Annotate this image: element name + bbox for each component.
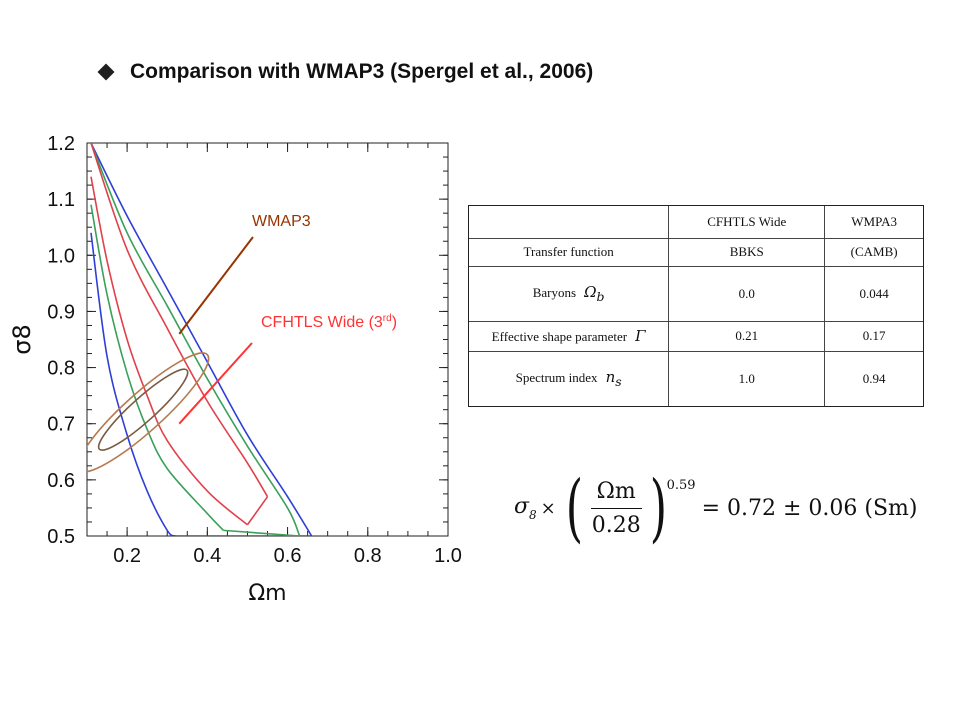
ns-symbol: ns	[605, 368, 622, 390]
cfhtls-contour-lower	[90, 232, 176, 536]
x-axis-label: Ωm	[248, 581, 286, 606]
y-tick-label: 0.9	[47, 301, 75, 323]
sigma8-formula: σ8 × ( Ωm 0.28 ) 0.59 = 0.72 ± 0.06 (Sm)	[514, 468, 918, 548]
cfhtls-contour-lower	[90, 204, 224, 531]
row-label: Transfer function	[469, 237, 670, 267]
y-tick-label: 0.6	[47, 470, 75, 492]
y-tick-label: 1.1	[47, 189, 75, 211]
x-tick-label: 0.8	[354, 545, 382, 567]
formula-times: ×	[540, 497, 556, 519]
table-row: Baryons Ωb 0.0 0.044	[469, 265, 923, 322]
slide-title: Comparison with WMAP3 (Spergel et al., 2…	[130, 60, 594, 83]
gamma-symbol: Γ	[635, 327, 646, 345]
table-cell: 0.044	[824, 265, 923, 322]
y-axis-label: σ8	[8, 324, 36, 354]
x-tick-label: 0.4	[193, 545, 221, 567]
formula-right-paren: )	[649, 465, 667, 551]
x-tick-label: 0.2	[113, 545, 141, 567]
table-header-wmap: WMPA3	[824, 206, 923, 239]
contour-chart: 0.2 0.4 0.6 0.8 1.0 0.5 0.6 0.7 0.8 0.9 1.0 1.1 1.2 Ω…	[8, 133, 462, 606]
formula-left-paren: (	[565, 465, 583, 551]
table-cell: 0.94	[824, 350, 923, 406]
formula-numerator: Ωm	[590, 479, 642, 509]
row-label: Effective shape parameter Γ	[469, 320, 670, 352]
table-cell: 0.21	[668, 320, 826, 352]
formula-denominator: 0.28	[591, 512, 641, 538]
y-tick-label: 0.7	[47, 414, 75, 436]
x-tick-label: 1.0	[434, 545, 462, 567]
table-row: Transfer function BBKS (CAMB)	[469, 237, 923, 267]
cfhtls-contour-cap	[246, 496, 269, 526]
table-cell: 0.0	[668, 265, 826, 322]
table-header-row: CFHTLS Wide WMPA3	[469, 206, 923, 239]
formula-fraction: Ωm 0.28	[590, 479, 642, 538]
wmap3-ellipse-contour	[97, 368, 189, 451]
wmap3-pointer-line	[178, 236, 254, 335]
formula-sigma: σ8	[514, 494, 537, 522]
omega-symbol: Ωb	[584, 283, 605, 304]
parameters-table: CFHTLS Wide WMPA3 Transfer function BBKS…	[468, 205, 924, 407]
cfhtls-pointer-line	[178, 342, 253, 425]
y-tick-label: 0.5	[47, 526, 75, 548]
table-row: Effective shape parameter Γ 0.21 0.17	[469, 320, 923, 352]
cfhtls-contour-cap	[223, 529, 300, 536]
row-label: Baryons Ωb	[469, 265, 670, 322]
table-cell: (CAMB)	[824, 237, 923, 267]
table-header-empty	[469, 206, 670, 239]
table-cell: 1.0	[668, 350, 826, 406]
cfhtls-annotation: CFHTLS Wide (3rd)	[261, 313, 397, 331]
row-label: Spectrum index ns	[469, 350, 670, 406]
slide-title-row: Comparison with WMAP3 (Spergel et al., 2…	[92, 52, 593, 92]
y-tick-label: 1.2	[47, 133, 75, 155]
formula-exponent: 0.59	[666, 478, 696, 493]
table-cell: 0.17	[824, 320, 923, 352]
wmap3-ellipse-contour	[87, 352, 210, 473]
table-cell: BBKS	[668, 237, 826, 267]
table-header-cfhtls: CFHTLS Wide	[668, 206, 826, 239]
y-tick-label: 1.0	[47, 245, 75, 267]
formula-rhs: = 0.72 ± 0.06 (Sm)	[701, 495, 918, 521]
wmap3-annotation: WMAP3	[252, 213, 311, 230]
y-tick-label: 0.8	[47, 358, 75, 380]
cfhtls-contour-upper	[90, 143, 269, 498]
x-tick-label: 0.6	[274, 545, 302, 567]
table-row: Spectrum index ns 1.0 0.94	[469, 350, 923, 406]
cfhtls-contour-upper	[90, 143, 313, 536]
